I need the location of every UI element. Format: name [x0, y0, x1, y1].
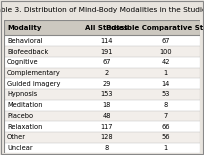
- Text: 67: 67: [161, 38, 170, 44]
- Bar: [4, 68, 200, 78]
- Text: 48: 48: [103, 113, 111, 119]
- Text: 191: 191: [101, 49, 113, 55]
- Text: Placebo: Placebo: [7, 113, 33, 119]
- Text: Complementary: Complementary: [7, 70, 61, 76]
- Text: 29: 29: [103, 81, 111, 87]
- Text: 42: 42: [161, 59, 170, 65]
- Text: 1: 1: [164, 70, 168, 76]
- Bar: [4, 132, 200, 143]
- Text: Biofeedback: Biofeedback: [7, 49, 48, 55]
- Text: 8: 8: [105, 145, 109, 151]
- Text: 18: 18: [103, 102, 111, 108]
- Bar: [4, 143, 200, 153]
- Text: 2: 2: [105, 70, 109, 76]
- Bar: [4, 100, 200, 111]
- Text: 53: 53: [161, 91, 170, 97]
- Text: 100: 100: [159, 49, 172, 55]
- Text: Guided imagery: Guided imagery: [7, 81, 60, 87]
- Text: Table 3. Distribution of Mind-Body Modalities in the Studies: Table 3. Distribution of Mind-Body Modal…: [0, 7, 204, 13]
- Text: 7: 7: [164, 113, 168, 119]
- Text: Hypnosis: Hypnosis: [7, 91, 37, 97]
- Text: Other: Other: [7, 134, 26, 140]
- Text: Meditation: Meditation: [7, 102, 42, 108]
- Text: Unclear: Unclear: [7, 145, 33, 151]
- Bar: [4, 121, 200, 132]
- Text: 8: 8: [164, 102, 168, 108]
- Text: Relaxation: Relaxation: [7, 124, 42, 130]
- Bar: [4, 111, 200, 121]
- Text: 117: 117: [101, 124, 113, 130]
- Text: Cognitive: Cognitive: [7, 59, 39, 65]
- Text: All Studies: All Studies: [85, 25, 128, 31]
- Text: Possible Comparative Studies: Possible Comparative Studies: [106, 25, 204, 31]
- Text: Behavioral: Behavioral: [7, 38, 43, 44]
- Text: 67: 67: [103, 59, 111, 65]
- Text: 14: 14: [161, 81, 170, 87]
- Bar: [4, 20, 200, 35]
- Bar: [4, 46, 200, 57]
- Bar: [4, 35, 200, 46]
- Text: 114: 114: [101, 38, 113, 44]
- Bar: [4, 57, 200, 68]
- Text: Modality: Modality: [7, 25, 42, 31]
- Bar: [4, 89, 200, 100]
- Bar: [4, 78, 200, 89]
- Text: 128: 128: [101, 134, 113, 140]
- Text: 56: 56: [161, 134, 170, 140]
- Text: 153: 153: [101, 91, 113, 97]
- Text: 66: 66: [161, 124, 170, 130]
- Text: 1: 1: [164, 145, 168, 151]
